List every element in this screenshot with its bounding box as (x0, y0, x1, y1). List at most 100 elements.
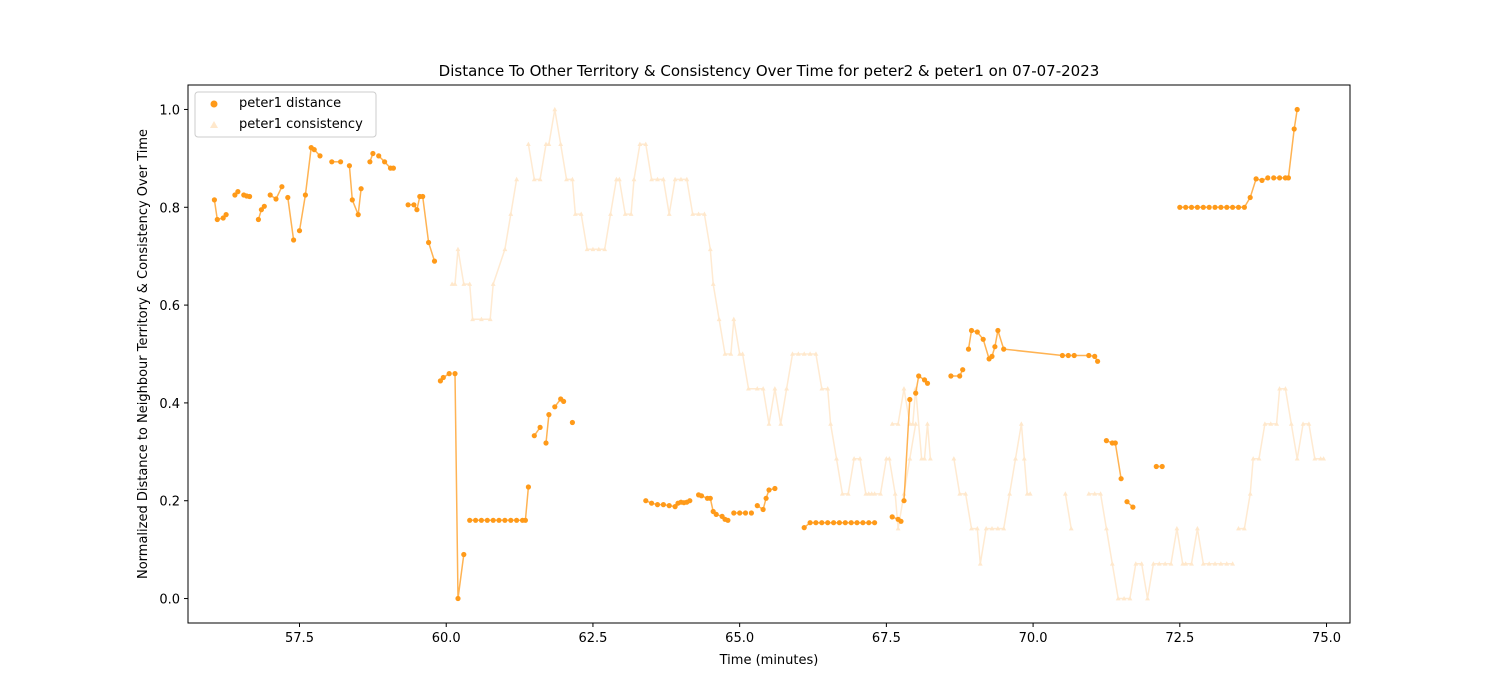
data-point (851, 456, 857, 461)
data-point (1200, 204, 1206, 210)
data-point (1001, 526, 1007, 531)
data-point (921, 377, 928, 383)
data-point (684, 176, 690, 182)
data-point (772, 386, 778, 391)
data-point (927, 456, 933, 461)
data-point (687, 498, 693, 504)
data-point (1283, 386, 1288, 391)
data-point (748, 510, 755, 516)
data-point (969, 526, 974, 531)
legend-label-distance: peter1 distance (239, 96, 341, 111)
data-point (564, 176, 569, 182)
x-tick-label: 75.0 (1312, 631, 1341, 646)
data-point (1183, 561, 1189, 566)
series-consistency (449, 106, 1326, 601)
data-point (916, 373, 922, 379)
data-point (731, 316, 737, 322)
data-point (960, 367, 966, 373)
data-point (963, 491, 969, 496)
data-point (355, 212, 361, 218)
y-axis-label: Normalized Distance to Neighbour Territo… (136, 129, 151, 579)
data-point (349, 197, 355, 203)
data-point (232, 192, 238, 198)
data-point (801, 525, 807, 531)
data-point (889, 421, 895, 426)
data-point (1086, 491, 1092, 496)
data-point (637, 141, 643, 146)
data-point (329, 159, 335, 165)
data-point (1306, 421, 1312, 426)
data-point (801, 351, 807, 356)
data-point (405, 202, 411, 208)
data-point (514, 176, 520, 182)
data-point (1230, 561, 1236, 566)
data-point (390, 165, 396, 171)
data-point (713, 511, 719, 517)
data-point (1321, 456, 1326, 461)
data-point (376, 153, 382, 159)
data-point (455, 595, 461, 602)
data-point (514, 517, 520, 523)
data-point (1001, 346, 1007, 352)
data-point (1268, 421, 1274, 426)
data-point (235, 189, 241, 195)
data-point (892, 491, 898, 496)
data-point (1294, 106, 1300, 113)
data-point (1212, 204, 1218, 210)
data-point (1250, 456, 1256, 461)
data-point (895, 421, 901, 426)
data-point (1156, 561, 1162, 566)
data-point (1109, 561, 1115, 566)
data-point (895, 526, 901, 531)
x-tick-label: 70.0 (1019, 631, 1048, 646)
data-point (1118, 476, 1124, 482)
data-point (1098, 491, 1103, 496)
series-line (953, 423, 1031, 564)
data-point (910, 421, 916, 426)
data-point (1253, 176, 1259, 182)
data-point (426, 239, 432, 246)
data-point (1224, 561, 1230, 566)
data-point (596, 246, 602, 252)
data-point (831, 520, 837, 526)
data-point (572, 211, 578, 216)
data-point (836, 520, 843, 526)
legend-marker-distance (210, 100, 218, 108)
data-point (702, 211, 707, 216)
data-point (1124, 499, 1130, 505)
data-point (602, 246, 608, 252)
data-point (1247, 491, 1253, 496)
data-point (490, 281, 496, 286)
data-point (473, 517, 479, 523)
data-point (707, 495, 713, 501)
data-point (778, 421, 784, 426)
data-point (760, 386, 766, 391)
data-point (616, 176, 622, 182)
series-line (348, 165, 362, 215)
data-point (951, 456, 957, 461)
data-point (470, 316, 476, 322)
data-point (1174, 526, 1180, 531)
data-point (211, 197, 217, 203)
data-point (1206, 204, 1212, 210)
data-point (889, 514, 895, 520)
y-tick-label: 0.6 (159, 299, 180, 314)
data-point (1262, 421, 1268, 426)
data-point (660, 502, 667, 508)
data-point (502, 246, 508, 252)
data-point (754, 503, 760, 509)
data-point (907, 456, 913, 461)
data-point (537, 424, 543, 430)
data-point (813, 351, 819, 356)
data-point (285, 194, 291, 201)
data-point (1188, 204, 1195, 210)
data-point (273, 196, 279, 202)
data-point (819, 386, 825, 391)
data-point (772, 485, 778, 492)
data-point (358, 186, 364, 192)
data-point (901, 498, 907, 504)
x-tick-label: 57.5 (285, 631, 314, 646)
data-point (737, 510, 743, 516)
data-point (957, 491, 963, 496)
x-tick-label: 60.0 (432, 631, 461, 646)
